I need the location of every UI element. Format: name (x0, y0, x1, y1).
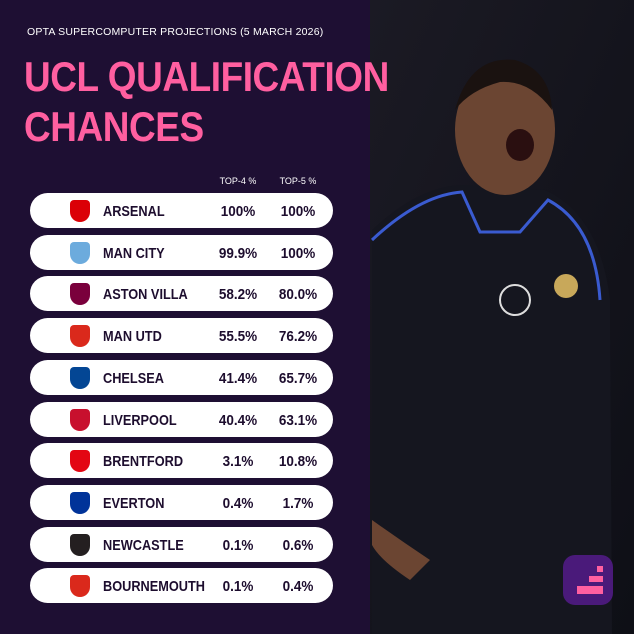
top4-value: 41.4% (218, 369, 258, 387)
club-crest (70, 450, 90, 473)
top4-value: 0.1% (222, 536, 254, 554)
team-name: CHELSEA (103, 369, 164, 387)
table-row: BOURNEMOUTH 0.1% 0.4% (30, 568, 333, 604)
title: CHANCES (24, 103, 204, 150)
club-crest (70, 241, 90, 264)
team-name: MAN CITY (103, 244, 165, 262)
table-row: ASTON VILLA 58.2% 80.0% (30, 276, 333, 312)
top5-value: 76.2% (278, 328, 318, 346)
hair (455, 59, 552, 110)
top5-value: 100% (280, 203, 316, 220)
top5-value: 80.0% (278, 286, 318, 304)
top5-value: 0.6% (282, 536, 314, 554)
jersey-trim (370, 190, 602, 301)
title: UCL QUALIFICATION (24, 53, 389, 100)
column-header: TOP-5 % (279, 176, 317, 186)
head (455, 65, 555, 195)
table-row: CHELSEA 41.4% 65.7% (30, 359, 333, 395)
club-crest (70, 491, 90, 514)
top4-value: 100% (220, 203, 256, 220)
jersey (372, 185, 612, 634)
club-crest (70, 200, 90, 222)
table-row: MAN CITY 99.9% 100% (30, 234, 333, 270)
team-name: NEWCASTLE (103, 536, 184, 554)
team-name: LIVERPOOL (103, 411, 177, 429)
top4-value: 99.9% (218, 244, 258, 262)
logo-dot (597, 566, 603, 572)
logo-dot (589, 576, 603, 582)
club-crest (70, 325, 90, 348)
team-name: MAN UTD (103, 328, 162, 346)
table-row: BRENTFORD 3.1% 10.8% (30, 443, 333, 479)
logo-dot (577, 586, 603, 594)
club-crest (70, 408, 90, 431)
top5-value: 10.8% (278, 453, 318, 471)
club-crest (70, 366, 90, 389)
column-header: TOP-4 % (219, 176, 257, 186)
table-row: ARSENAL 100% 100% (30, 193, 333, 228)
top5-value: 65.7% (278, 369, 318, 387)
team-name: ARSENAL (103, 203, 165, 220)
top4-value: 55.5% (218, 328, 258, 346)
table-row: EVERTON 0.4% 1.7% (30, 484, 333, 520)
top4-value: 0.1% (222, 578, 254, 596)
team-name: BOURNEMOUTH (103, 578, 205, 596)
top4-value: 58.2% (218, 286, 258, 304)
top5-value: 100% (280, 244, 316, 262)
club-crest (70, 533, 90, 556)
top5-value: 0.4% (282, 578, 314, 596)
top5-value: 63.1% (278, 411, 318, 429)
top5-value: 1.7% (282, 494, 314, 512)
team-name: EVERTON (103, 494, 165, 512)
team-name: BRENTFORD (103, 453, 184, 471)
top4-value: 3.1% (222, 453, 254, 471)
mouth (506, 129, 534, 161)
team-name: ASTON VILLA (103, 286, 188, 304)
subtitle: OPTA SUPERCOMPUTER PROJECTIONS (5 MARCH … (27, 26, 324, 38)
table-row: LIVERPOOL 40.4% 63.1% (30, 401, 333, 437)
top4-value: 40.4% (218, 411, 258, 429)
table-row: NEWCASTLE 0.1% 0.6% (30, 526, 333, 562)
badge (499, 284, 531, 316)
patch (554, 274, 578, 298)
logo (563, 555, 613, 605)
top4-value: 0.4% (222, 494, 254, 512)
club-crest (70, 283, 90, 306)
table-row: MAN UTD 55.5% 76.2% (30, 318, 333, 354)
hand (372, 520, 430, 580)
club-crest (70, 575, 90, 598)
